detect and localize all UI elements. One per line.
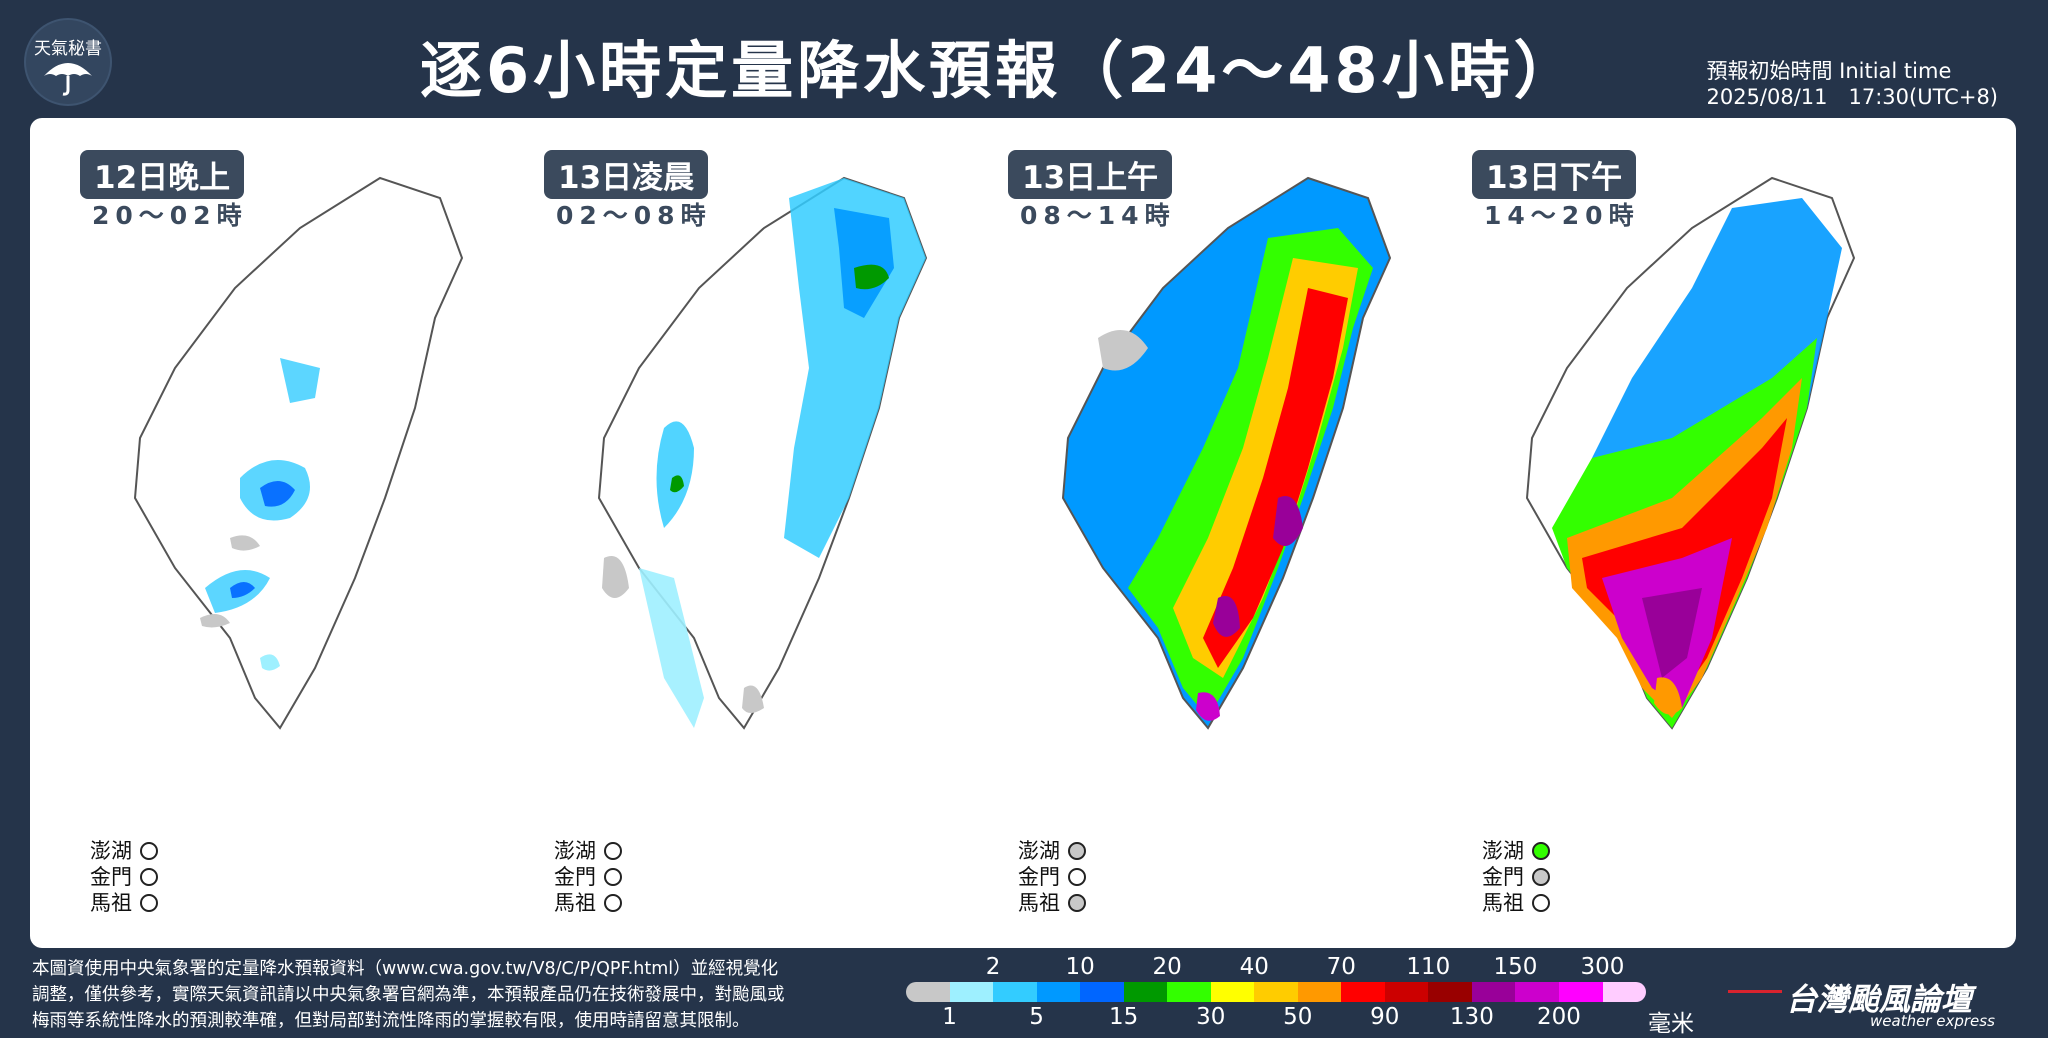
legend-swatch	[1036, 982, 1081, 1002]
island-dot	[1532, 842, 1550, 860]
logo: 天氣秘書	[24, 18, 112, 106]
period-hours: 20～02時	[92, 201, 248, 230]
legend-tick-top: 70	[1326, 954, 1356, 980]
legend-tick-top: 150	[1493, 954, 1538, 980]
legend-swatch	[1428, 982, 1472, 1002]
island-status: 澎湖 金門 馬祖	[554, 838, 622, 916]
legend-swatch	[1558, 982, 1603, 1002]
island-row: 馬祖	[1018, 890, 1086, 916]
brand-sub: weather express	[1870, 1012, 1995, 1030]
legend-swatch	[1167, 982, 1211, 1002]
logo-text: 天氣秘書	[34, 39, 102, 59]
island-row: 澎湖	[90, 838, 158, 864]
island-row: 馬祖	[554, 890, 622, 916]
island-row: 馬祖	[90, 890, 158, 916]
legend-color-bar	[906, 982, 1646, 1002]
island-dot	[1068, 868, 1086, 886]
footer-note: 本圖資使用中央氣象署的定量降水預報資料（www.cwa.gov.tw/V8/C/…	[32, 956, 912, 1034]
map-panel-1: 12日晚上 20～02時 澎湖 金門 馬祖	[80, 118, 550, 948]
legend-tick-bottom: 15	[1109, 1004, 1139, 1030]
legend-tick-bottom: 1	[942, 1004, 957, 1030]
legend-swatch	[993, 982, 1037, 1002]
footer-note-line: 梅雨等系統性降水的預測較準確，但對局部對流性降雨的掌握較有限，使用時請留意其限制…	[32, 1011, 750, 1031]
legend-tick-bottom: 50	[1283, 1004, 1313, 1030]
island-dot	[140, 842, 158, 860]
map-panel-2: 13日凌晨 02～08時 澎湖 金門 馬祖	[544, 118, 1014, 948]
header: 天氣秘書 逐6小時定量降水預報（24～48小時） 預報初始時間 Initial …	[0, 0, 2048, 118]
maps-panel: 12日晚上 20～02時 澎湖 金門 馬祖 13日凌晨 02～08時 澎湖 金門…	[30, 118, 2016, 948]
legend-swatch	[1297, 982, 1342, 1002]
island-row: 馬祖	[1482, 890, 1550, 916]
legend-swatch	[1602, 982, 1646, 1002]
precipitation-legend: 1 5 15 30 50 90 130 200 2 10 20 40 70 110 150 300 毫米	[906, 954, 1694, 1037]
brand-logo: 台灣颱風論壇 weather express	[1728, 972, 2028, 1030]
island-dot	[604, 868, 622, 886]
legend-swatch	[1210, 982, 1255, 1002]
legend-tick-bottom: 5	[1029, 1004, 1044, 1030]
brand-line	[1728, 990, 1782, 993]
legend-swatch	[1123, 982, 1168, 1002]
period-tag: 13日上午	[1008, 150, 1173, 199]
period-tag: 12日晚上	[80, 150, 245, 199]
island-status: 澎湖 金門 馬祖	[90, 838, 158, 916]
island-dot	[1068, 842, 1086, 860]
initial-time-label: 預報初始時間 Initial time	[1706, 59, 1952, 83]
legend-unit: 毫米	[1648, 1011, 1694, 1037]
legend-tick-top: 2	[985, 954, 1001, 980]
map-panel-3: 13日上午 08～14時 澎湖 金門 馬祖	[1008, 118, 1478, 948]
taiwan-map-2	[597, 176, 928, 730]
legend-swatch	[1080, 982, 1124, 1002]
island-dot	[140, 894, 158, 912]
period-tag: 13日下午	[1472, 150, 1637, 199]
island-row: 金門	[90, 864, 158, 890]
legend-swatch	[1254, 982, 1298, 1002]
legend-swatch	[949, 982, 994, 1002]
brand-name: 台灣颱風論壇	[1786, 982, 1972, 1018]
island-row: 金門	[1018, 864, 1086, 890]
legend-tick-top: 10	[1065, 954, 1095, 980]
period-tag: 13日凌晨	[544, 150, 709, 199]
island-row: 金門	[554, 864, 622, 890]
island-status: 澎湖 金門 馬祖	[1482, 838, 1550, 916]
taiwan-map-1	[133, 176, 464, 730]
legend-swatch	[1384, 982, 1429, 1002]
island-dot	[1532, 868, 1550, 886]
island-dot	[1068, 894, 1086, 912]
footer-note-line: 調整，僅供參考，實際天氣資訊請以中央氣象署官網為準，本預報產品仍在技術發展中，對…	[32, 985, 785, 1005]
legend-tick-bottom: 130	[1449, 1004, 1494, 1030]
legend-tick-top: 20	[1152, 954, 1182, 980]
period-hours: 14～20時	[1484, 201, 1640, 230]
island-dot	[604, 842, 622, 860]
period-hours: 02～08時	[556, 201, 712, 230]
initial-time: 預報初始時間 Initial time 2025/08/11 17:30(UTC…	[1706, 58, 1998, 110]
taiwan-map-3	[1061, 176, 1392, 730]
initial-time-value: 2025/08/11 17:30(UTC+8)	[1706, 85, 1998, 109]
island-dot	[1532, 894, 1550, 912]
legend-tick-top: 300	[1580, 954, 1625, 980]
island-row: 金門	[1482, 864, 1550, 890]
period-hours: 08～14時	[1020, 201, 1176, 230]
footer-note-line: 本圖資使用中央氣象署的定量降水預報資料（www.cwa.gov.tw/V8/C/…	[32, 959, 779, 979]
legend-swatch	[1515, 982, 1559, 1002]
island-row: 澎湖	[1018, 838, 1086, 864]
legend-tick-top: 110	[1406, 954, 1451, 980]
map-panel-4: 13日下午 14～20時 澎湖 金門 馬祖	[1472, 118, 1942, 948]
island-row: 澎湖	[1482, 838, 1550, 864]
umbrella-icon	[44, 63, 92, 96]
taiwan-map-4	[1525, 176, 1856, 730]
island-dot	[604, 894, 622, 912]
legend-tick-bottom: 90	[1370, 1004, 1400, 1030]
legend-swatch	[1341, 982, 1385, 1002]
island-dot	[140, 868, 158, 886]
legend-swatch	[906, 982, 950, 1002]
island-status: 澎湖 金門 馬祖	[1018, 838, 1086, 916]
legend-swatch	[1471, 982, 1516, 1002]
island-row: 澎湖	[554, 838, 622, 864]
legend-tick-top: 40	[1239, 954, 1269, 980]
page-title: 逐6小時定量降水預報（24～48小時）	[420, 34, 1580, 107]
legend-tick-bottom: 200	[1536, 1004, 1581, 1030]
legend-tick-bottom: 30	[1196, 1004, 1226, 1030]
